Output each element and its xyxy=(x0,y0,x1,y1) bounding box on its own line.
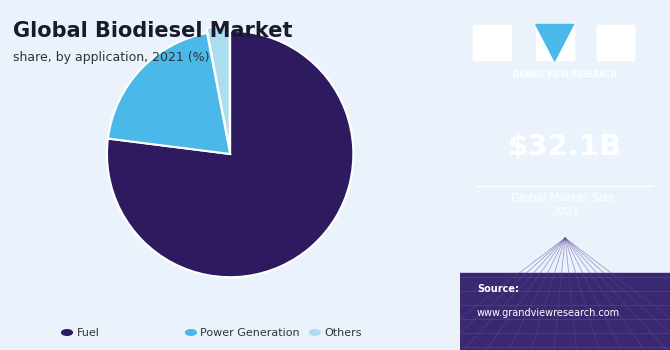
Wedge shape xyxy=(206,26,230,149)
Bar xyxy=(596,25,634,60)
Text: Source:: Source: xyxy=(477,284,519,294)
Text: www.grandviewresearch.com: www.grandviewresearch.com xyxy=(477,308,620,318)
Text: Fuel: Fuel xyxy=(76,328,99,337)
Bar xyxy=(460,273,670,350)
Text: GRAND VIEW RESEARCH: GRAND VIEW RESEARCH xyxy=(513,70,617,79)
Bar xyxy=(473,25,511,60)
Text: Others: Others xyxy=(324,328,362,337)
Text: share, by application, 2021 (%): share, by application, 2021 (%) xyxy=(13,51,210,64)
Bar xyxy=(536,25,574,60)
Polygon shape xyxy=(536,25,574,61)
Text: Power Generation: Power Generation xyxy=(200,328,300,337)
Wedge shape xyxy=(107,31,353,277)
Text: Global Market Size,
2021: Global Market Size, 2021 xyxy=(511,193,619,217)
Text: $32.1B: $32.1B xyxy=(508,133,622,161)
Wedge shape xyxy=(108,33,230,154)
Text: Global Biodiesel Market: Global Biodiesel Market xyxy=(13,21,293,41)
